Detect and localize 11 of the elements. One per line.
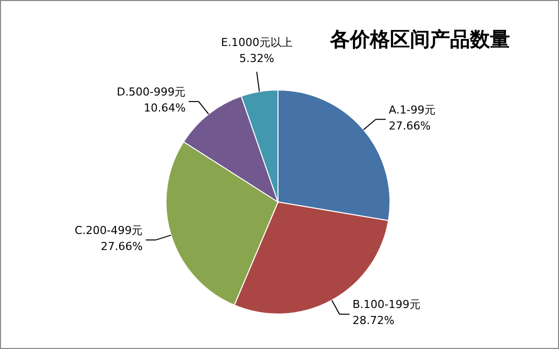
slice-label: C.200-499元: [74, 224, 143, 237]
data-label: 27.66%: [100, 240, 143, 253]
slice-label: E.1000元以上: [220, 36, 292, 49]
data-label: 10.64%: [144, 102, 186, 115]
slice-label: B.100-199元: [352, 298, 421, 312]
slice-label: D.500-999元: [116, 86, 186, 99]
data-label: 27.66%: [388, 119, 431, 132]
chart-title: 各价格区间产品数量: [329, 27, 510, 51]
data-label: 5.32%: [239, 52, 274, 65]
data-label: 28.72%: [352, 314, 394, 328]
slice-label: A.1-99元: [388, 103, 436, 116]
